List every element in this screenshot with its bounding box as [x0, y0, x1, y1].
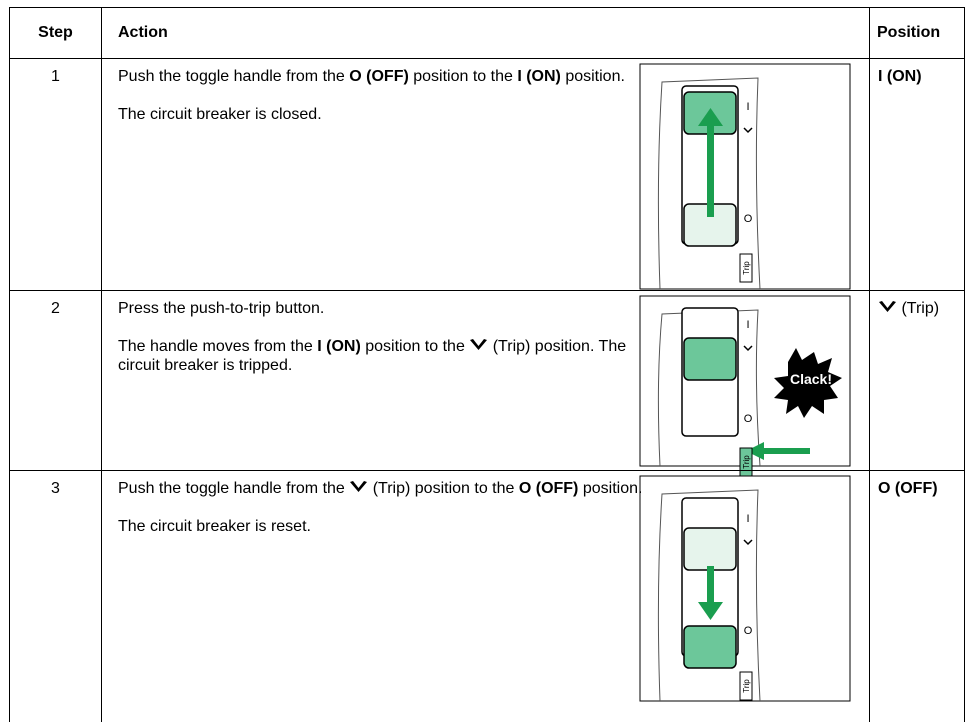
- action-paragraph: The handle moves from the I (ON) positio…: [118, 337, 648, 375]
- text-run: (Trip) position. The circuit breaker is …: [118, 338, 627, 374]
- step-number: 2: [9, 290, 102, 471]
- text-run: Push the toggle handle from the: [118, 68, 350, 85]
- header-position: Position: [869, 7, 965, 59]
- bold-text: I (ON): [878, 68, 922, 85]
- text-run: position to the: [408, 68, 518, 85]
- text-run: The circuit breaker is closed.: [118, 106, 322, 123]
- action-paragraph: Push the toggle handle from the O (OFF) …: [118, 67, 648, 86]
- position-cell: O (OFF): [869, 470, 965, 722]
- bold-text: O (OFF): [878, 480, 938, 497]
- header-step: Step: [9, 7, 102, 59]
- action-paragraph: The circuit breaker is closed.: [118, 105, 648, 124]
- step-number: 1: [9, 58, 102, 291]
- header-action: Action: [101, 7, 870, 59]
- text-run: position to the: [360, 338, 470, 355]
- action-paragraph: Push the toggle handle from the (Trip) p…: [118, 479, 648, 498]
- trip-chevron: [879, 301, 896, 312]
- trip-chevron: [470, 339, 488, 350]
- text-run: The circuit breaker is reset.: [118, 518, 311, 535]
- bold-text: O (OFF): [349, 68, 409, 85]
- trip-chevron: [350, 481, 368, 492]
- text-run: (Trip): [897, 300, 940, 317]
- bold-text: I (ON): [317, 338, 361, 355]
- text-run: position.: [560, 68, 625, 85]
- bold-text: O (OFF): [518, 480, 579, 497]
- text-run: (Trip) position to the: [368, 480, 519, 497]
- text-run: Press the push-to-trip button.: [118, 300, 325, 317]
- trip-symbol: [350, 481, 368, 492]
- text-run: position.: [578, 480, 643, 497]
- action-cell: Push the toggle handle from the (Trip) p…: [101, 470, 870, 722]
- bold-text: I (ON): [517, 68, 561, 85]
- text-run: The handle moves from the: [118, 338, 318, 355]
- trip-symbol: [470, 339, 488, 350]
- action-paragraph: Press the push-to-trip button.: [118, 299, 648, 318]
- action-cell: Push the toggle handle from the O (OFF) …: [101, 58, 870, 291]
- trip-symbol: [879, 301, 896, 312]
- text-run: Push the toggle handle from the: [118, 480, 350, 497]
- action-paragraph: The circuit breaker is reset.: [118, 517, 648, 536]
- position-cell: I (ON): [869, 58, 965, 291]
- position-cell: (Trip): [869, 290, 965, 471]
- step-number: 3: [9, 470, 102, 722]
- action-cell: Press the push-to-trip button. The handle…: [101, 290, 870, 471]
